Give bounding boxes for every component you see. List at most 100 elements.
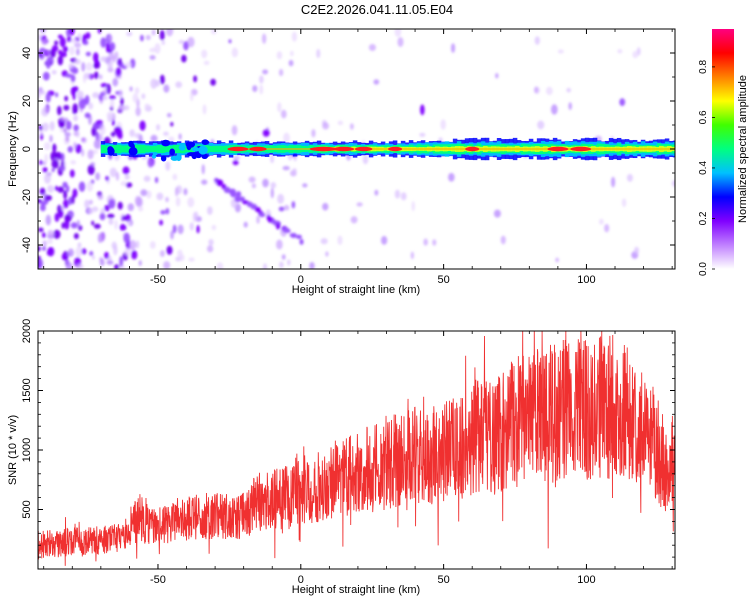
noise-blob <box>140 189 148 197</box>
noise-blob <box>95 172 101 181</box>
noise-blob <box>61 252 69 261</box>
noise-blob <box>106 83 111 95</box>
snr-line <box>38 331 675 566</box>
noise-blob <box>362 154 369 165</box>
noise-blob <box>448 172 455 182</box>
noise-blob <box>231 125 238 136</box>
noise-blob <box>39 47 46 53</box>
colorbar-gradient <box>712 29 734 269</box>
noise-blob <box>115 171 120 181</box>
noise-blob <box>349 123 354 130</box>
noise-blob <box>283 204 290 211</box>
noise-blob <box>111 119 116 126</box>
noise-blob <box>290 50 294 57</box>
noise-blob <box>62 46 69 53</box>
noise-blob <box>93 71 99 79</box>
noise-blob <box>207 206 213 215</box>
noise-blob <box>38 50 42 59</box>
noise-blob <box>671 179 675 187</box>
noise-blob <box>104 251 109 259</box>
noise-blob <box>45 214 52 226</box>
noise-blob <box>65 120 72 130</box>
noise-blob <box>74 42 82 48</box>
noise-blob <box>38 255 41 260</box>
noise-blob <box>150 134 158 142</box>
noise-blob <box>85 62 93 71</box>
snr-y-tick-label: 1500 <box>21 378 33 402</box>
noise-blob <box>63 199 69 209</box>
noise-blob <box>123 232 131 244</box>
noise-blob <box>165 196 169 203</box>
noise-blob <box>54 151 62 161</box>
snr-y-tick-label: 1000 <box>21 438 33 462</box>
noise-blob <box>43 105 49 114</box>
noise-blob <box>325 251 329 257</box>
noise-blob <box>373 79 380 85</box>
noise-blob <box>175 81 183 88</box>
colorbar-label: Normalized spectral amplitude <box>737 75 749 223</box>
chart-title: C2E2.2026.041.11.05.E04 <box>301 2 453 17</box>
noise-blob <box>546 86 553 96</box>
hotspot <box>570 146 592 152</box>
noise-blob <box>73 131 79 137</box>
noise-blob <box>72 103 78 114</box>
noise-blob <box>423 238 428 246</box>
noise-blob <box>283 132 290 144</box>
noise-blob <box>93 223 101 229</box>
noise-blob <box>183 41 189 51</box>
noise-blob <box>277 193 285 204</box>
snr-x-tick-label: 0 <box>298 574 304 586</box>
spectrogram-y-tick-label: -40 <box>21 237 33 253</box>
noise-blob <box>166 245 173 255</box>
signal-fragment <box>161 139 171 147</box>
noise-blob <box>568 102 572 111</box>
noise-blob <box>70 160 77 165</box>
noise-blob <box>87 207 95 214</box>
noise-blob <box>81 248 87 255</box>
noise-blob <box>91 255 95 260</box>
noise-blob <box>146 190 152 199</box>
noise-blob <box>144 103 150 109</box>
noise-blob <box>63 104 70 111</box>
noise-blob <box>282 165 290 171</box>
noise-blob <box>598 218 604 225</box>
noise-blob <box>57 204 62 214</box>
noise-blob <box>108 95 116 100</box>
colorbar-tick-label: 0.2 <box>698 211 709 225</box>
spectrogram-x-tick-label: 100 <box>577 274 595 286</box>
noise-blob <box>47 239 53 245</box>
noise-blob <box>611 176 616 188</box>
noise-blob <box>170 121 174 127</box>
noise-blob <box>143 175 151 182</box>
noise-blob <box>248 176 256 183</box>
noise-blob <box>107 67 114 73</box>
noise-blob <box>337 235 343 246</box>
noise-blob <box>98 232 105 243</box>
noise-blob <box>49 121 55 131</box>
noise-blob <box>106 111 115 120</box>
noise-blob <box>555 257 560 263</box>
noise-blob <box>129 86 133 92</box>
noise-blob <box>129 129 135 138</box>
noise-blob <box>105 175 110 181</box>
noise-blob <box>73 58 81 65</box>
noise-blob <box>61 206 65 211</box>
noise-blob <box>287 259 291 266</box>
spectrogram-panel: -50 0 50 100 -40 -20 0 20 40 Height of straight… <box>7 28 676 296</box>
diagonal-echo-blob <box>275 223 281 230</box>
noise-blob <box>211 29 217 35</box>
noise-blob <box>75 246 83 257</box>
colorbar: 0.0 0.2 0.4 0.6 0.8 Normalized spectral ampl… <box>698 29 749 276</box>
noise-blob <box>52 44 59 52</box>
noise-blob <box>81 149 85 157</box>
noise-blob <box>42 71 50 81</box>
spectrogram-y-tick-label: 40 <box>21 47 33 59</box>
noise-blob <box>62 181 68 189</box>
noise-blob <box>51 70 57 75</box>
noise-blob <box>93 62 101 69</box>
noise-blob <box>85 32 91 40</box>
noise-blob <box>63 135 70 145</box>
noise-blob <box>54 185 58 191</box>
noise-blob <box>90 162 96 167</box>
noise-blob <box>47 247 55 257</box>
